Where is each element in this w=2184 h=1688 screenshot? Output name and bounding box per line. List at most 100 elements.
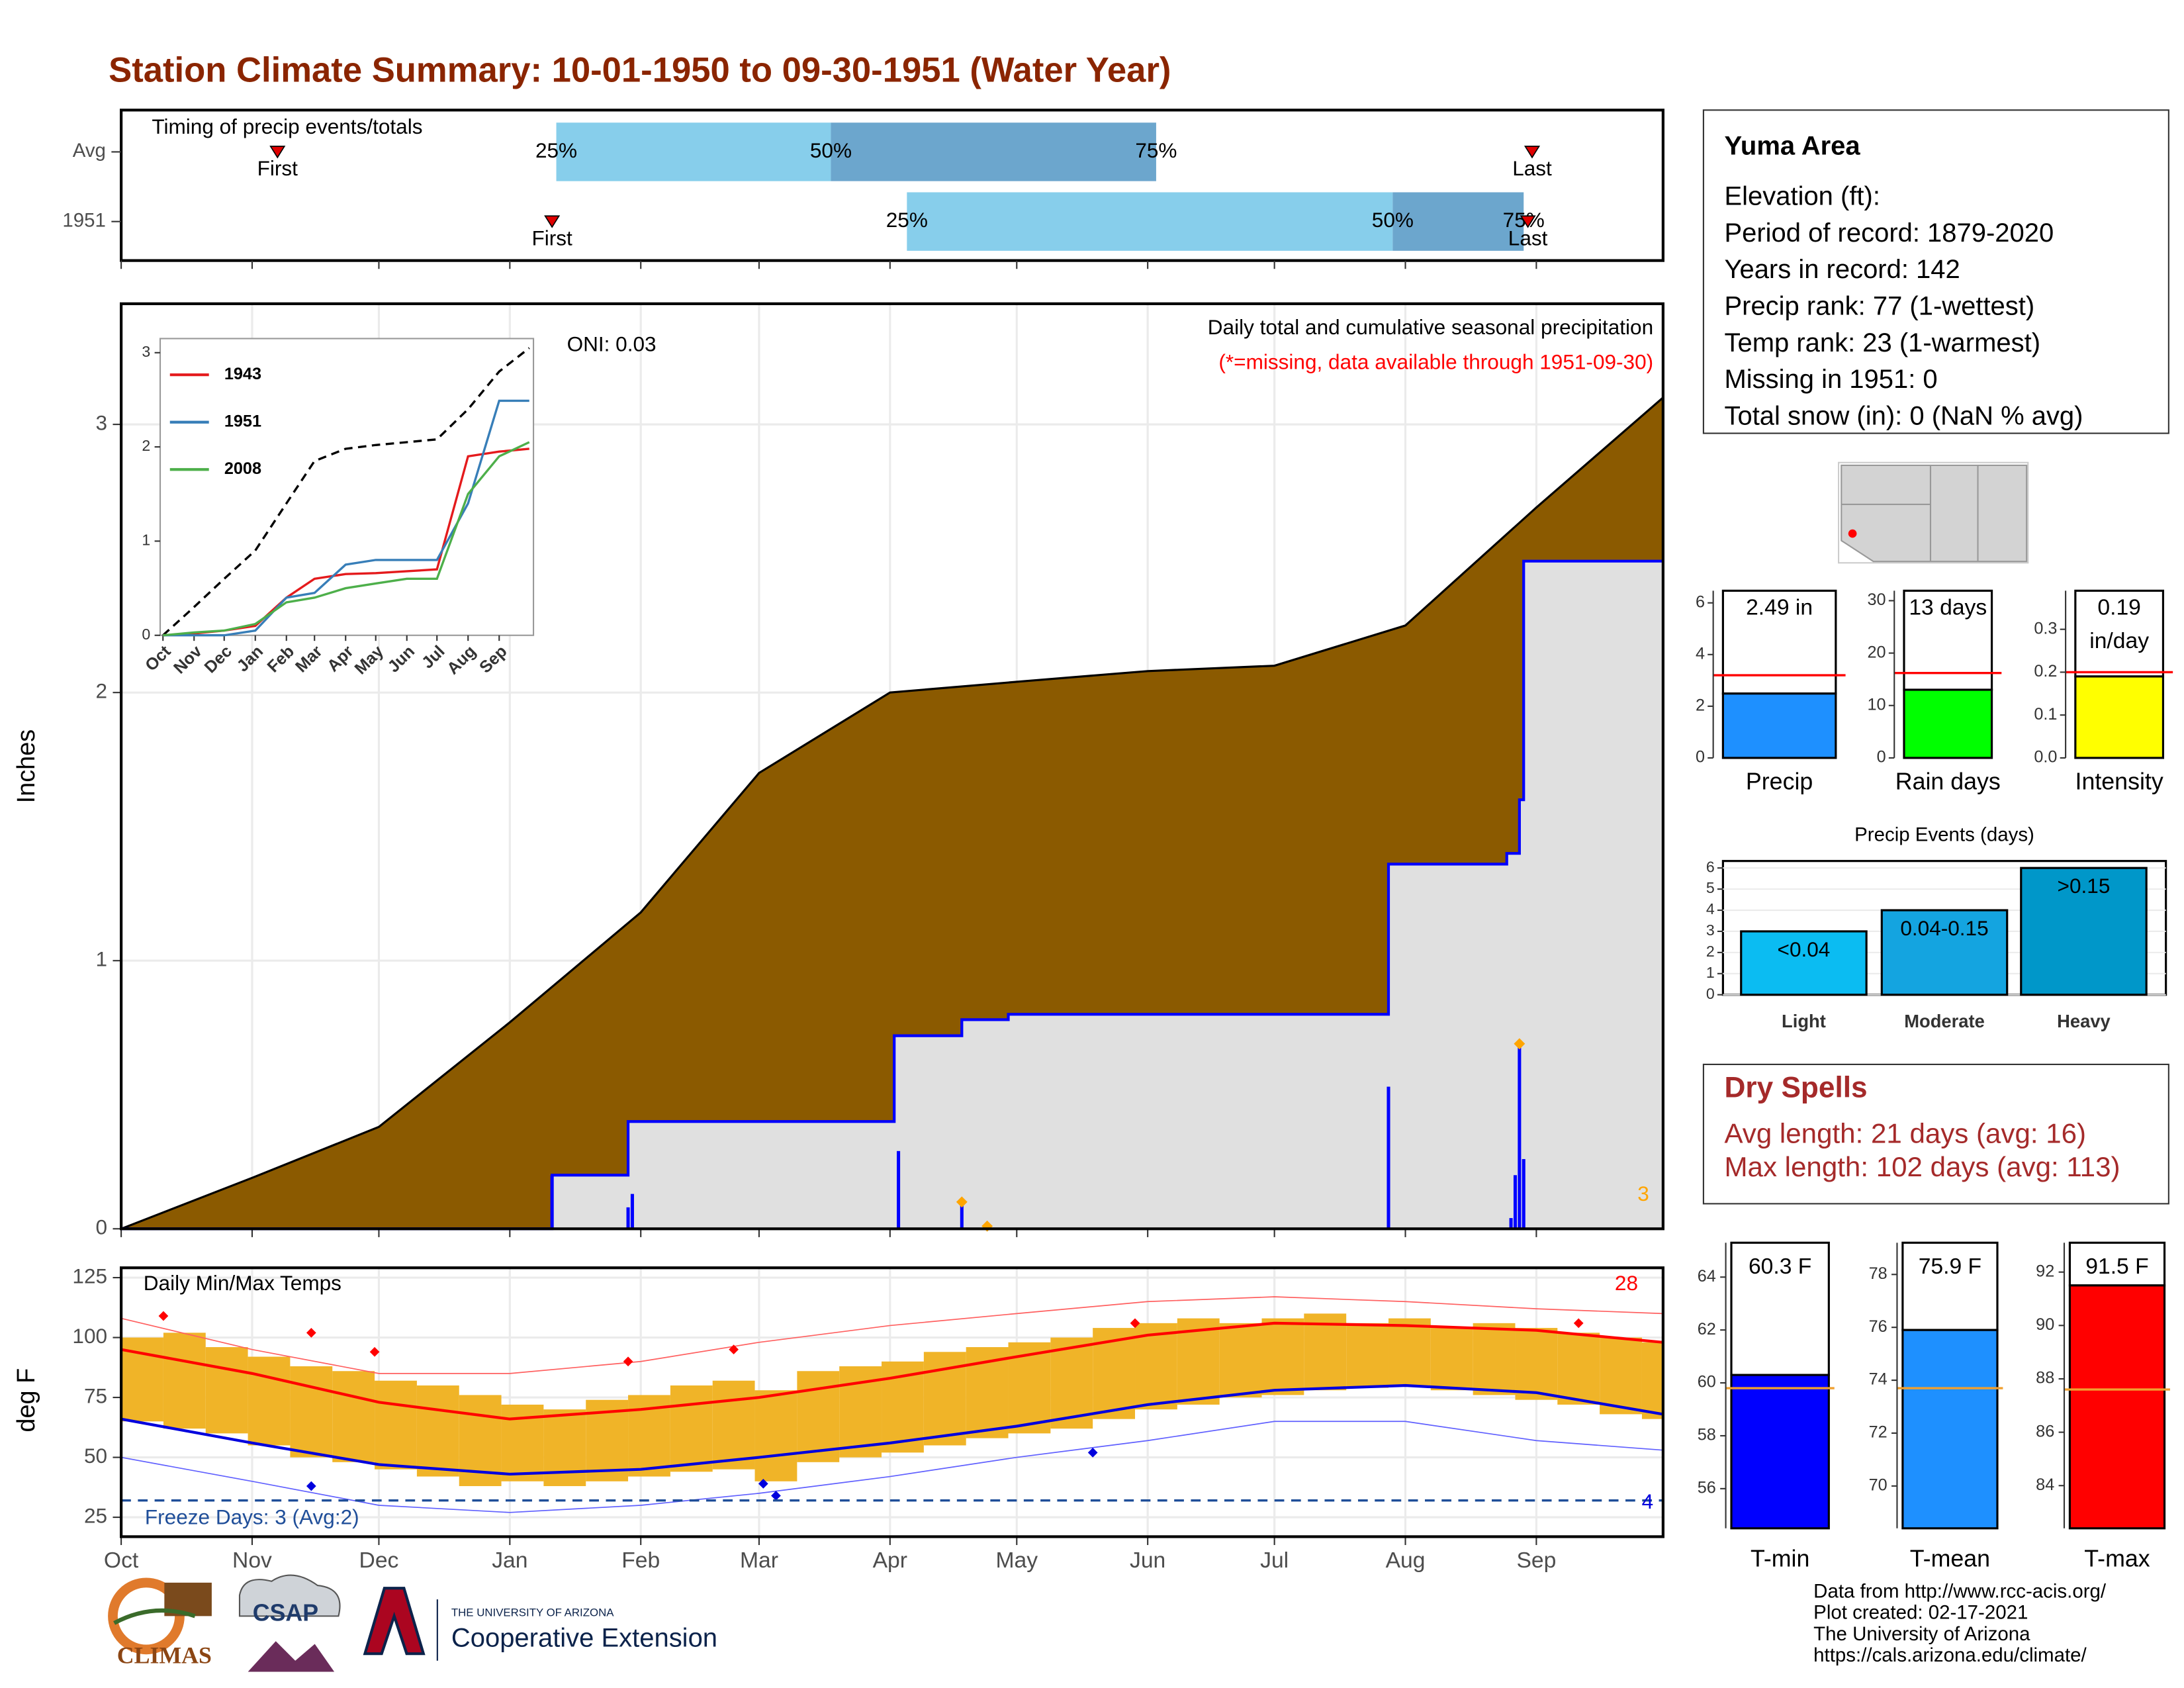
temp-range-bar	[248, 1356, 291, 1446]
box-line: Avg length: 21 days (avg: 16)	[1724, 1117, 2086, 1149]
quantile-label: 25%	[535, 138, 577, 162]
event-marker	[269, 146, 286, 159]
normal-line	[120, 1383, 1664, 1476]
y-tick-label: 74	[1869, 1370, 1888, 1389]
panel-frame	[119, 1266, 1664, 1538]
max-marker	[1514, 1038, 1525, 1050]
y-tick-label: 6	[1706, 858, 1715, 875]
quantile-label: 50%	[810, 138, 852, 162]
locator-map	[1838, 461, 2029, 564]
temp-range-bar	[754, 1390, 797, 1481]
info-box	[1702, 109, 2169, 434]
temp-range-bar	[290, 1366, 333, 1458]
info-line: Temp rank: 23 (1-warmest)	[1724, 328, 2040, 357]
temp-range-bar	[1304, 1313, 1347, 1391]
logo-text: CSAP	[253, 1600, 318, 1626]
y-tick-label: 30	[1868, 590, 1886, 609]
box-title: Dry Spells	[1724, 1072, 1867, 1104]
daily-precip-bar	[626, 1207, 630, 1229]
x-label: T-max	[2084, 1546, 2150, 1572]
bar-segment	[831, 122, 1156, 181]
y-tick-label: 0	[1696, 748, 1705, 767]
y-tick-label: 1	[96, 947, 108, 971]
y-tick-label: 100	[72, 1324, 107, 1348]
info-line: Years in record: 142	[1724, 255, 1960, 284]
value-label: 2.49 in	[1746, 596, 1813, 620]
normal-line	[120, 1296, 1663, 1374]
daily-precip-bar	[1522, 1158, 1525, 1229]
temp-range-bar	[375, 1380, 417, 1470]
bar	[1880, 909, 2009, 996]
x-tick-label: Apr	[873, 1548, 907, 1573]
area-fill	[552, 561, 1663, 1229]
y-tick-label: 0	[142, 626, 150, 643]
logo-text: Cooperative Extension	[451, 1624, 717, 1653]
y-tick-label: 10	[1868, 695, 1886, 714]
inset-background	[159, 338, 535, 636]
max-marker	[956, 1196, 968, 1208]
x-label: T-mean	[1910, 1546, 1990, 1572]
value-label: 75.9 F	[1919, 1254, 1981, 1279]
y-tick-label: 0.2	[2034, 662, 2057, 680]
row-label: Avg	[73, 140, 106, 162]
event-label: Last	[1508, 226, 1548, 250]
y-tick-label: 0.1	[2034, 705, 2057, 724]
bar	[1901, 1329, 1999, 1530]
temp-range-bar	[543, 1409, 586, 1487]
y-tick-label: 25	[84, 1503, 107, 1527]
temp-range-bar	[1600, 1337, 1642, 1415]
chart-title: Station Climate Summary: 10-01-1950 to 0…	[109, 50, 1171, 89]
y-tick-label: 0	[1706, 985, 1715, 1002]
y-tick-label: 1	[1706, 964, 1715, 981]
record-marker	[1130, 1318, 1140, 1329]
annotation: 28	[1615, 1271, 1638, 1295]
chart-title: Precip Events (days)	[1854, 824, 2034, 846]
record-marker	[369, 1346, 380, 1357]
normal-line	[120, 1321, 1664, 1421]
y-tick-label: 76	[1869, 1317, 1888, 1336]
y-tick-label: 0	[96, 1215, 108, 1239]
event-label: First	[257, 156, 298, 180]
y-tick-label: 2	[96, 679, 108, 703]
y-tick-label: 20	[1868, 643, 1886, 661]
info-line: Elevation (ft):	[1724, 181, 1880, 211]
event-marker	[544, 215, 561, 228]
daily-precip-bar	[630, 1194, 634, 1229]
x-label: T-min	[1751, 1546, 1809, 1572]
y-tick-label: 0.0	[2034, 748, 2057, 767]
annotation: Freeze Days: 3 (Avg:2)	[145, 1505, 359, 1528]
value-box	[1901, 1241, 1999, 1331]
bar	[1721, 692, 1837, 759]
x-tick-label: Aug	[1386, 1548, 1426, 1573]
daily-precip-bar	[897, 1150, 901, 1229]
temp-range-bar	[163, 1333, 206, 1429]
x-tick-label: Mar	[740, 1548, 778, 1573]
y-tick-label: 2	[1696, 696, 1705, 715]
normal-line	[120, 1421, 1663, 1513]
daily-precip-bar	[1387, 1086, 1390, 1229]
value-label: <0.04	[1778, 937, 1831, 961]
logos	[108, 1574, 438, 1672]
bar-segment	[1392, 192, 1524, 251]
event-marker	[1520, 215, 1536, 228]
info-line: Period of record: 1879-2020	[1724, 218, 2054, 248]
legend-label: 1951	[224, 412, 261, 430]
y-tick-label: 78	[1869, 1264, 1888, 1283]
footer-line: The University of Arizona	[1813, 1623, 2030, 1645]
annotation: ONI: 0.03	[567, 332, 657, 355]
temp-range-bar	[1219, 1323, 1262, 1398]
y-tick-label: 1	[142, 532, 150, 549]
temp-range-bar	[1473, 1323, 1516, 1395]
temp-range-bar	[332, 1371, 375, 1462]
quantile-label: 75%	[1135, 138, 1177, 162]
y-tick-label: 6	[1696, 592, 1705, 611]
event-label: First	[531, 226, 572, 250]
cumulative-1951-line	[121, 559, 1663, 1231]
y-tick-label: 62	[1698, 1320, 1716, 1338]
y-tick-label: 2	[142, 437, 150, 454]
value-label: in/day	[2089, 629, 2149, 653]
temp-range-bar	[1346, 1323, 1388, 1388]
y-tick-label: 90	[2036, 1315, 2054, 1334]
